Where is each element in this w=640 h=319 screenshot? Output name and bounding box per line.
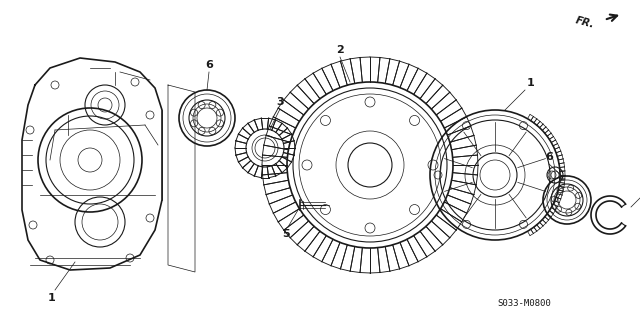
Text: 6: 6 — [545, 152, 553, 162]
Text: 3: 3 — [276, 97, 284, 107]
Text: 2: 2 — [336, 45, 344, 55]
Text: S033-M0800: S033-M0800 — [497, 299, 551, 308]
Text: 1: 1 — [527, 78, 535, 88]
Text: 5: 5 — [282, 229, 290, 239]
Text: 1: 1 — [48, 293, 56, 303]
Text: 6: 6 — [205, 60, 213, 70]
Text: FR.: FR. — [575, 16, 596, 30]
